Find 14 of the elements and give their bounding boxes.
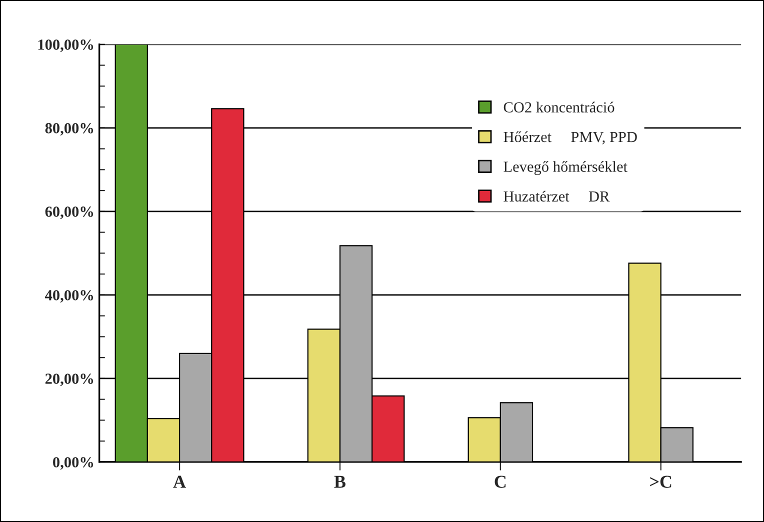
y-tick-label: 0,00% — [53, 457, 94, 470]
y-tick-label: 100,00% — [38, 40, 94, 52]
y-tick-label: 40,00% — [45, 290, 94, 303]
legend-label: CO2 koncentráció — [504, 102, 614, 112]
x-tick-label: A — [173, 476, 186, 488]
y-tick-label: 20,00% — [45, 374, 94, 386]
legend-label: Levegő hőmérséklet — [504, 161, 628, 176]
x-tick-label: >C — [650, 476, 672, 488]
x-tick-label: B — [334, 476, 346, 488]
legend-label: Hőérzet PMV, PPD — [504, 131, 637, 144]
y-tick-label: 80,00% — [45, 123, 94, 136]
y-tick-label: 60,00% — [45, 206, 94, 220]
x-tick-label: C — [494, 476, 506, 488]
legend-label: Huzatérzet DR — [504, 190, 610, 202]
